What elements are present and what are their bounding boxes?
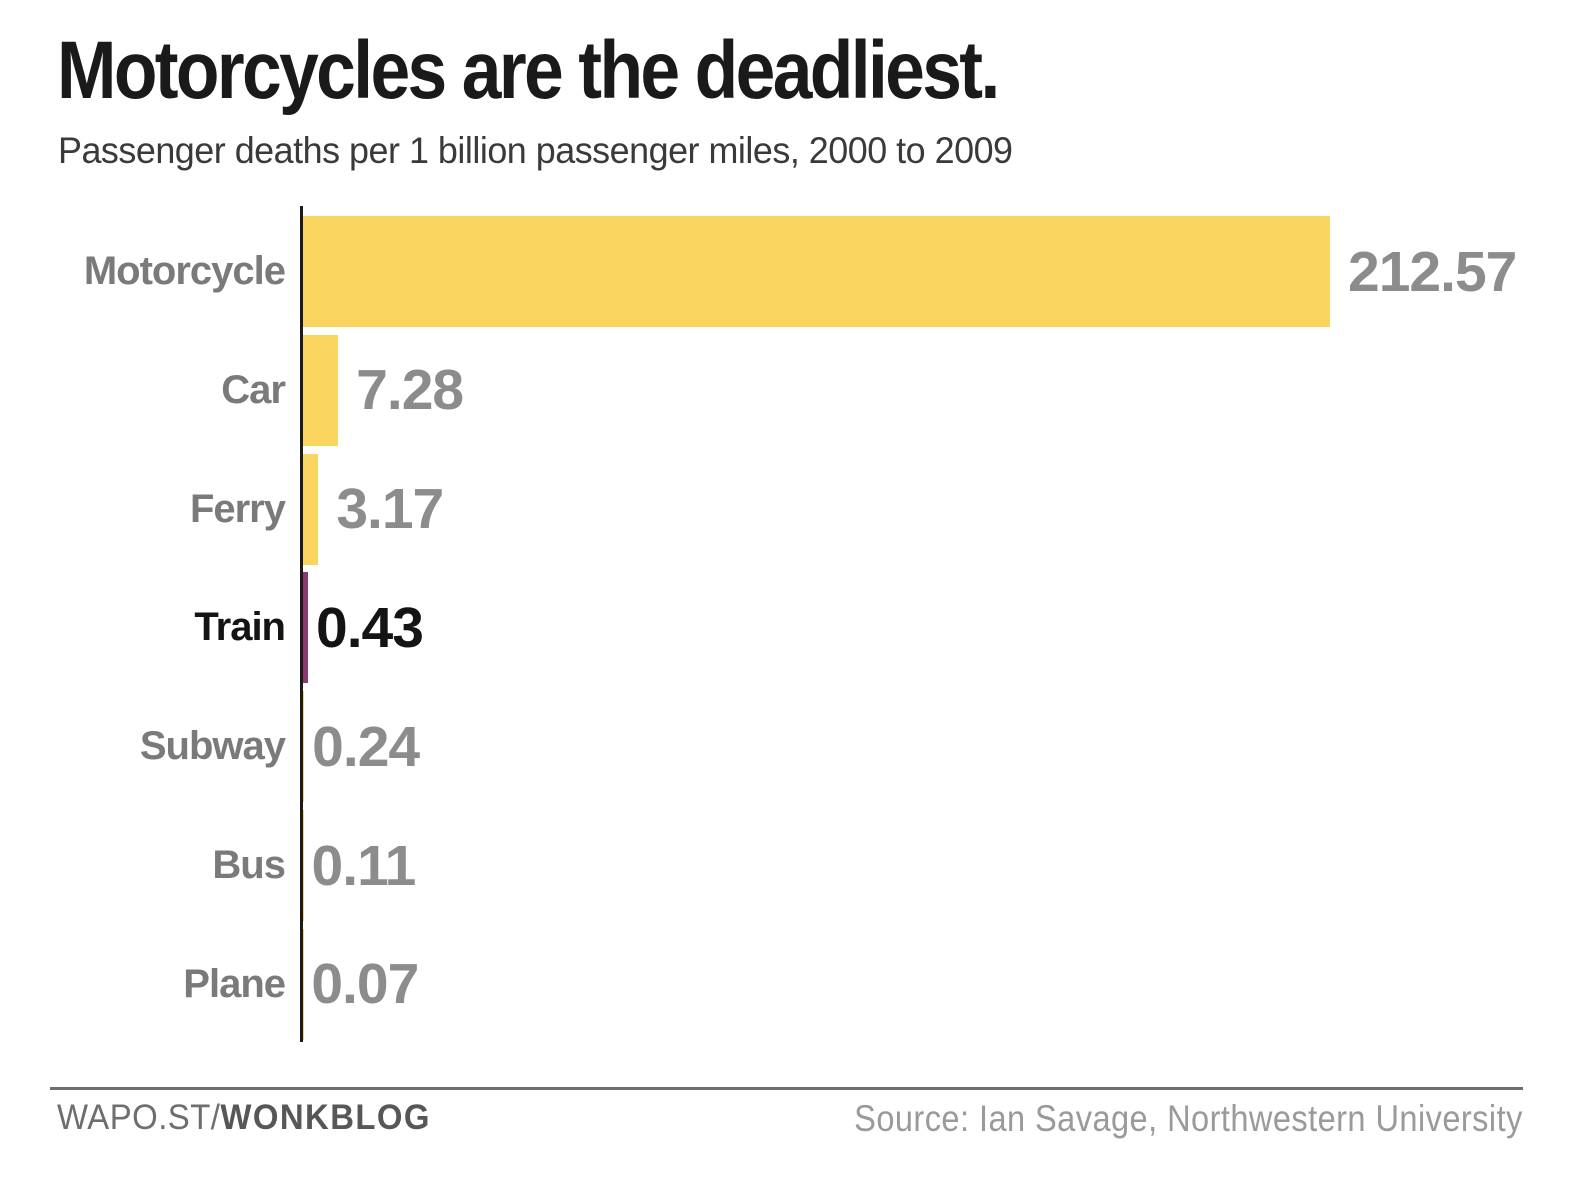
bar-row: Car 7.28 [0,331,1579,450]
bar [303,810,304,921]
bar [303,453,319,565]
y-axis-baseline [300,206,303,1042]
value-label: 7.28 [356,358,464,423]
category-label: Ferry [189,486,286,531]
bar [303,691,305,803]
category-label: Bus [212,843,286,887]
value-label: 0.43 [316,595,424,660]
value-label: 212.57 [1348,239,1517,304]
bar-row: Train 0.43 [0,568,1579,687]
bar-row: Subway 0.24 [0,687,1579,806]
value-label: 0.07 [311,952,419,1017]
category-label: Motorcycle [83,249,286,293]
category-label: Plane [183,961,286,1006]
footer-brand: WAPO.ST/WONKBLOG [57,1098,431,1138]
brand-prefix: WAPO.ST/ [57,1098,221,1137]
chart-subtitle: Passenger deaths per 1 billion passenger… [58,130,1013,171]
chart-title: Motorcycles are the deadliest. [57,25,1000,116]
bar-row: Motorcycle 212.57 [0,212,1579,331]
footer-divider [50,1087,1523,1090]
brand-bold: WONKBLOG [220,1098,431,1137]
bar-row: Ferry 3.17 [0,450,1579,569]
category-label: Car [221,367,286,412]
bar [303,216,1330,327]
footer-source: Source: Ian Savage, Northwestern Univers… [854,1098,1523,1139]
bar-row: Bus 0.11 [0,806,1579,925]
value-label: 3.17 [336,477,444,542]
bar [303,334,339,446]
bar [303,572,308,684]
value-label: 0.11 [311,833,417,898]
category-label: Subway [139,724,286,769]
bar-row: Plane 0.07 [0,925,1579,1044]
category-label: Train [194,605,286,650]
value-label: 0.24 [312,714,420,779]
